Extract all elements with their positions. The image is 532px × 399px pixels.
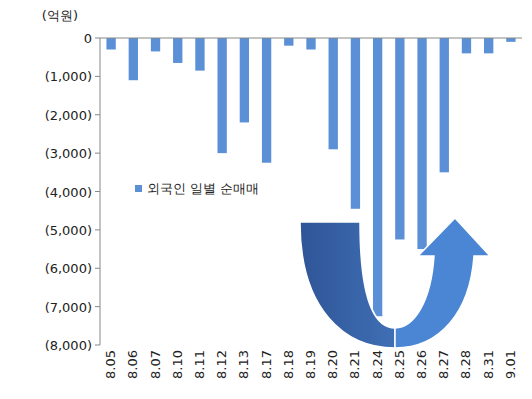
y-tick-label: 0 bbox=[84, 31, 92, 46]
bar bbox=[106, 38, 115, 50]
x-tick-label: 8.21 bbox=[347, 350, 362, 379]
y-tick-label: (6,000) bbox=[45, 261, 92, 276]
x-tick-label: 8.26 bbox=[414, 350, 429, 379]
y-tick bbox=[95, 76, 100, 77]
y-tick bbox=[95, 38, 100, 39]
y-axis bbox=[100, 38, 101, 345]
legend-swatch bbox=[135, 185, 142, 192]
y-tick-label: (5,000) bbox=[45, 223, 92, 238]
x-tick-label: 8.10 bbox=[170, 350, 185, 379]
y-tick bbox=[95, 268, 100, 269]
bar bbox=[306, 38, 315, 50]
bar bbox=[506, 38, 515, 42]
bar bbox=[284, 38, 293, 46]
x-tick-label: 8.28 bbox=[458, 350, 473, 379]
y-tick-label: (7,000) bbox=[45, 300, 92, 315]
y-tick-label: (8,000) bbox=[45, 338, 92, 353]
bar bbox=[129, 38, 138, 80]
x-tick-label: 8.17 bbox=[259, 350, 274, 379]
x-axis bbox=[100, 38, 522, 39]
bar bbox=[217, 38, 226, 153]
x-tick-label: 8.19 bbox=[303, 350, 318, 379]
x-tick-label: 8.11 bbox=[192, 350, 207, 379]
y-tick bbox=[95, 191, 100, 192]
y-tick-label: (3,000) bbox=[45, 146, 92, 161]
x-tick-label: 8.07 bbox=[148, 350, 163, 379]
bar bbox=[151, 38, 160, 51]
bar bbox=[240, 38, 249, 122]
x-tick-label: 8.25 bbox=[392, 350, 407, 379]
x-tick-label: 8.31 bbox=[481, 350, 496, 379]
bar bbox=[417, 38, 426, 249]
bar bbox=[262, 38, 271, 163]
bar bbox=[195, 38, 204, 71]
legend-label: 외국인 일별 순매매 bbox=[147, 181, 259, 196]
arrow-right bbox=[395, 218, 490, 348]
x-tick-label: 8.05 bbox=[103, 350, 118, 379]
y-tick-label: (1,000) bbox=[45, 69, 92, 84]
bar bbox=[395, 38, 404, 239]
y-tick bbox=[95, 229, 100, 230]
arrow-left bbox=[300, 222, 395, 348]
x-tick-label: 8.20 bbox=[325, 350, 340, 379]
x-tick-label: 8.06 bbox=[125, 350, 140, 379]
bar bbox=[351, 38, 360, 209]
bar bbox=[484, 38, 493, 53]
y-axis-label: (억원) bbox=[42, 8, 78, 23]
x-tick-label: 8.12 bbox=[214, 350, 229, 379]
y-tick-label: (2,000) bbox=[45, 108, 92, 123]
x-tick-label: 8.18 bbox=[281, 350, 296, 379]
x-tick-label: 8.24 bbox=[370, 350, 385, 379]
x-tick-label: 9.01 bbox=[503, 350, 518, 379]
x-tick-label: 8.13 bbox=[236, 350, 251, 379]
bar bbox=[462, 38, 471, 53]
bar bbox=[440, 38, 449, 172]
y-tick bbox=[95, 306, 100, 307]
x-tick-label: 8.27 bbox=[436, 350, 451, 379]
y-tick-label: (4,000) bbox=[45, 185, 92, 200]
y-tick bbox=[95, 153, 100, 154]
bar bbox=[329, 38, 338, 149]
bar bbox=[373, 38, 382, 316]
bar bbox=[173, 38, 182, 63]
y-tick bbox=[95, 345, 100, 346]
y-tick bbox=[95, 114, 100, 115]
